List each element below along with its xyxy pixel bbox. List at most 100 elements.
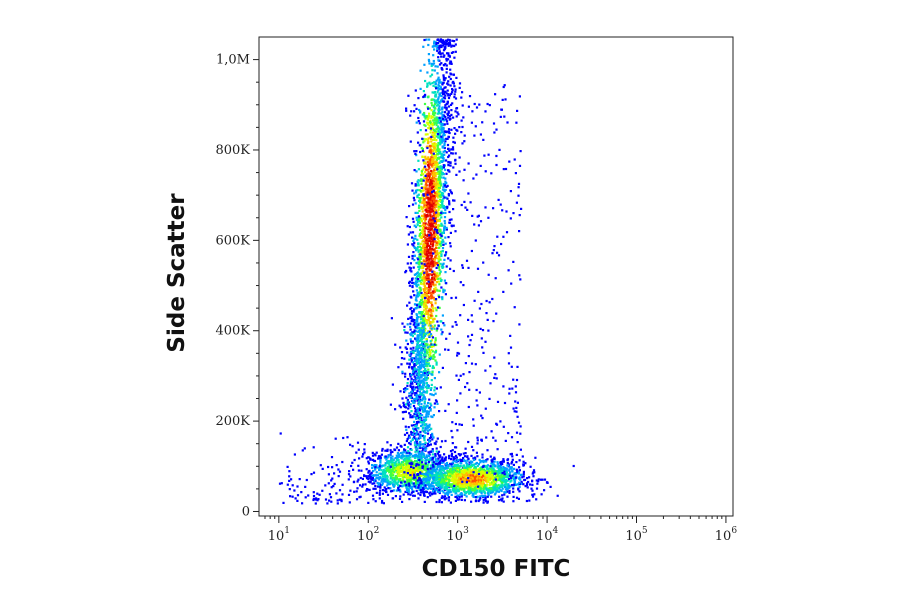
event-dot: [436, 145, 439, 148]
event-dot: [416, 295, 419, 298]
event-dot: [423, 416, 426, 419]
event-dot: [441, 116, 444, 119]
event-dot: [369, 457, 372, 460]
event-dot: [431, 366, 434, 370]
event-dot: [446, 122, 449, 125]
event-dot: [401, 469, 404, 472]
event-dot: [384, 478, 387, 481]
event-dot: [411, 415, 414, 418]
event-dot: [426, 343, 429, 346]
event-dot: [368, 488, 371, 491]
event-dot: [410, 452, 413, 456]
event-dot: [390, 482, 393, 485]
event-dot: [431, 113, 435, 116]
event-dot: [379, 461, 382, 464]
event-dot: [427, 203, 430, 206]
event-dot: [469, 478, 473, 481]
event-dot: [430, 297, 433, 300]
event-dot: [433, 137, 436, 140]
event-dot: [402, 484, 405, 487]
event-dot: [506, 488, 509, 491]
event-dot: [526, 477, 529, 480]
event-dot: [398, 465, 401, 468]
event-dot: [448, 210, 451, 214]
event-dot: [454, 97, 458, 100]
event-dot: [402, 401, 405, 404]
event-dot: [499, 469, 502, 472]
event-dot: [389, 477, 392, 480]
event-dot: [438, 128, 441, 131]
event-dot: [447, 111, 450, 114]
event-dot: [395, 478, 398, 481]
event-dot: [414, 483, 417, 486]
event-dot: [365, 475, 368, 478]
event-dot: [428, 190, 432, 193]
event-dot: [428, 124, 431, 127]
event-dot: [403, 457, 406, 460]
event-dot: [443, 279, 446, 282]
event-dot: [494, 489, 497, 492]
event-dot: [422, 201, 425, 204]
event-dot: [411, 366, 414, 369]
event-dot: [439, 277, 442, 280]
event-dot: [494, 476, 497, 479]
event-dot: [420, 236, 423, 240]
event-dot: [436, 227, 439, 230]
event-dot: [384, 470, 387, 473]
event-dot: [387, 459, 390, 463]
event-dot: [419, 190, 423, 193]
event-dot: [426, 196, 429, 199]
event-dot: [440, 166, 443, 169]
event-dot: [480, 476, 484, 479]
event-dot: [438, 474, 441, 477]
event-dot: [423, 63, 426, 66]
event-dot: [416, 194, 419, 197]
event-dot: [443, 78, 446, 82]
event-dot: [422, 370, 425, 373]
event-dot: [435, 473, 438, 476]
event-dot: [440, 168, 444, 171]
event-dot: [409, 307, 412, 311]
event-dot: [469, 460, 472, 463]
event-dot: [495, 488, 498, 491]
event-dot: [428, 38, 431, 41]
event-dot: [424, 343, 428, 346]
event-dot: [429, 285, 433, 288]
event-dot: [415, 348, 418, 351]
event-dot: [420, 170, 423, 173]
event-dot: [402, 461, 405, 464]
event-dot: [412, 494, 415, 497]
event-dot: [423, 284, 426, 287]
event-dot: [425, 490, 428, 493]
event-dot: [443, 134, 446, 137]
event-dot: [447, 160, 450, 164]
event-dot: [429, 485, 432, 488]
event-dot: [426, 270, 429, 273]
event-dot: [423, 115, 426, 118]
event-dot: [439, 485, 442, 488]
event-dot: [404, 271, 407, 274]
event-dot: [410, 340, 413, 343]
event-dot: [436, 103, 440, 106]
event-dot: [443, 453, 446, 456]
event-dot: [427, 260, 431, 263]
event-dot: [443, 225, 446, 228]
event-dot: [436, 153, 439, 156]
event-dot: [433, 200, 436, 203]
event-dot: [428, 182, 432, 185]
event-dot: [457, 488, 461, 491]
event-dot: [467, 487, 470, 490]
event-dot: [444, 180, 447, 183]
event-dot: [429, 231, 432, 234]
event-dot: [445, 106, 448, 110]
event-dot: [467, 468, 470, 471]
event-dot: [434, 286, 437, 289]
event-dot: [434, 222, 437, 225]
event-dot: [406, 487, 409, 490]
event-dot: [431, 122, 434, 125]
event-dot: [436, 112, 439, 115]
event-dot: [480, 492, 483, 495]
event-dot: [454, 132, 457, 135]
event-dot: [422, 222, 425, 225]
event-dot: [428, 162, 431, 165]
